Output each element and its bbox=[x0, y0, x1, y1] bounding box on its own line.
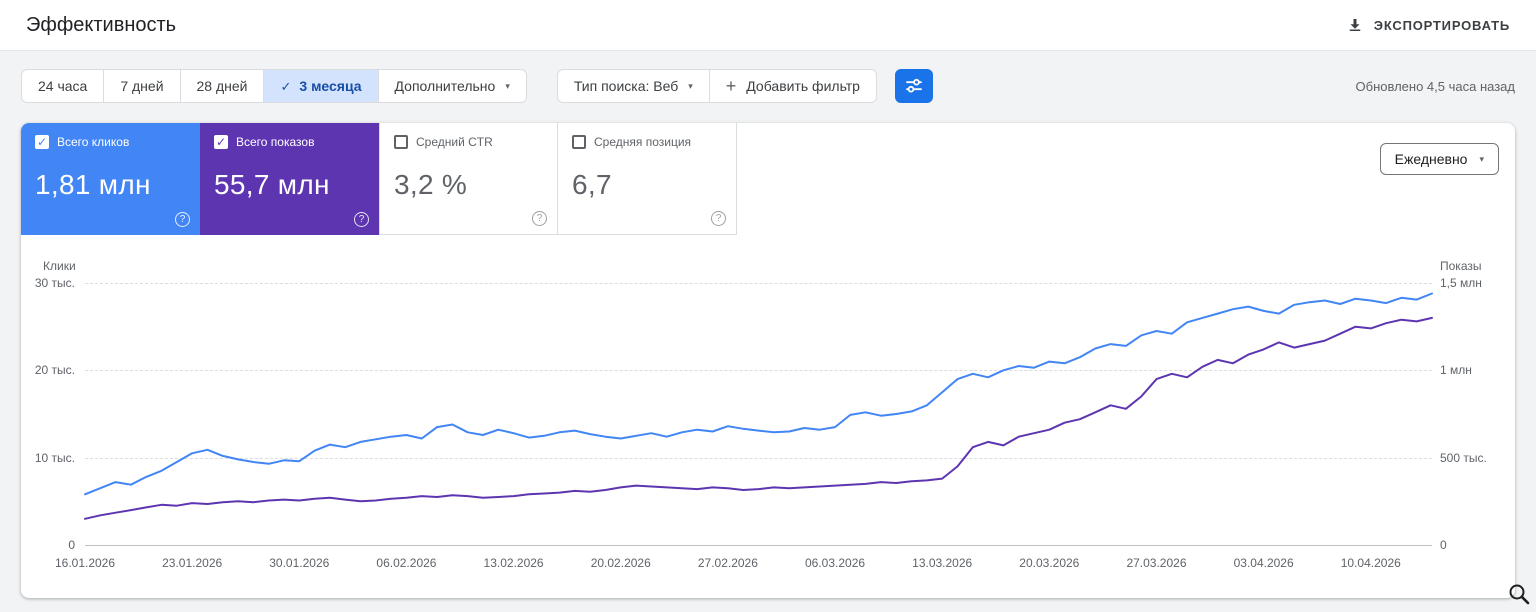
caret-down-icon: ▾ bbox=[1479, 153, 1484, 164]
x-axis-labels: 16.01.2026 23.01.2026 30.01.2026 06.02.2026… bbox=[55, 556, 1432, 572]
right-axis-title: Показы bbox=[1440, 259, 1482, 273]
metric-label: Средний CTR bbox=[416, 135, 493, 149]
metric-label: Всего показов bbox=[236, 135, 315, 149]
page-title: Эффективность bbox=[26, 13, 177, 36]
y-axis-tick: 1 млн bbox=[1440, 363, 1472, 377]
metric-value: 1,81 млн bbox=[35, 169, 151, 200]
x-axis-label: 16.01.2026 bbox=[54, 556, 116, 570]
search-type-dropdown[interactable]: Тип поиска: Веб ▾ bbox=[556, 69, 710, 103]
metric-label: Средняя позиция bbox=[594, 135, 692, 149]
help-icon: ? bbox=[354, 212, 369, 227]
range-28-days-button[interactable]: 28 дней bbox=[180, 69, 265, 103]
x-axis-label: 27.02.2026 bbox=[697, 556, 758, 570]
left-axis-title: Клики bbox=[43, 259, 76, 273]
performance-card: ✓ Всего кликов 1,81 млн ? ✓ Всего показо… bbox=[21, 123, 1515, 598]
add-filter-label: Добавить фильтр bbox=[746, 78, 860, 94]
x-axis-label: 30.01.2026 bbox=[269, 556, 330, 570]
export-label: ЭКСПОРТИРОВАТЬ bbox=[1373, 17, 1510, 33]
gridline bbox=[85, 370, 1432, 371]
filter-chip-group: Тип поиска: Веб ▾ + Добавить фильтр bbox=[556, 69, 877, 103]
filter-settings-button[interactable] bbox=[894, 69, 933, 103]
gridline bbox=[85, 458, 1432, 459]
metric-card-total-clicks[interactable]: ✓ Всего кликов 1,81 млн ? bbox=[21, 123, 200, 235]
gridline bbox=[85, 283, 1432, 284]
granularity-dropdown[interactable]: Ежедневно ▾ bbox=[1379, 143, 1499, 175]
metric-card-total-impressions[interactable]: ✓ Всего показов 55,7 млн ? bbox=[200, 123, 379, 235]
metric-value: 6,7 bbox=[572, 169, 612, 200]
range-24-hours-button[interactable]: 24 часа bbox=[21, 69, 105, 103]
y-axis-tick: 0 bbox=[68, 538, 75, 552]
download-icon bbox=[1349, 19, 1361, 31]
range-7-days-button[interactable]: 7 дней bbox=[104, 69, 181, 103]
y-axis-tick: 1,5 млн bbox=[1440, 276, 1482, 290]
y-axis-tick: 30 тыс. bbox=[34, 276, 75, 290]
metric-value: 3,2 % bbox=[394, 169, 468, 200]
help-icon: ? bbox=[175, 212, 190, 227]
y-axis-tick: 10 тыс. bbox=[34, 451, 75, 465]
x-axis-baseline bbox=[85, 545, 1432, 546]
search-type-label: Тип поиска: Веб bbox=[573, 78, 679, 94]
metric-card-average-ctr[interactable]: Средний CTR 3,2 % ? bbox=[379, 123, 558, 235]
range-label: 28 дней bbox=[196, 78, 248, 94]
x-axis-label: 27.03.2026 bbox=[1126, 556, 1187, 570]
checkbox-icon: ✓ bbox=[35, 135, 49, 149]
metric-label: Всего кликов bbox=[57, 135, 130, 149]
x-axis-label: 06.03.2026 bbox=[805, 556, 866, 570]
updated-status: Обновлено 4,5 часа назад bbox=[1355, 78, 1515, 94]
metric-card-average-position[interactable]: Средняя позиция 6,7 ? bbox=[558, 123, 737, 235]
x-axis-label: 03.04.2026 bbox=[1233, 556, 1294, 570]
series-line-impressions bbox=[84, 316, 1433, 520]
range-3-months-button[interactable]: ✓ 3 месяца bbox=[264, 69, 379, 103]
caret-down-icon: ▾ bbox=[688, 80, 693, 91]
check-icon: ✓ bbox=[280, 78, 292, 94]
range-label: 24 часа bbox=[38, 78, 88, 94]
range-label: 3 месяца bbox=[299, 78, 362, 94]
chart-plot-area[interactable] bbox=[84, 283, 1433, 546]
help-icon: ? bbox=[532, 211, 547, 226]
caret-down-icon: ▾ bbox=[505, 80, 510, 91]
checkbox-icon bbox=[394, 135, 408, 149]
x-axis-label: 20.02.2026 bbox=[590, 556, 651, 570]
tune-icon bbox=[906, 78, 922, 93]
y-axis-tick: 500 тыс. bbox=[1440, 451, 1487, 465]
magnifier-icon[interactable] bbox=[1506, 581, 1532, 612]
plus-icon: + bbox=[725, 76, 737, 96]
checkbox-icon: ✓ bbox=[214, 135, 228, 149]
more-ranges-dropdown[interactable]: Дополнительно ▾ bbox=[378, 69, 527, 103]
x-axis-label: 23.01.2026 bbox=[162, 556, 223, 570]
x-axis-label: 13.02.2026 bbox=[483, 556, 544, 570]
x-axis-label: 06.02.2026 bbox=[376, 556, 437, 570]
series-line-clicks bbox=[84, 292, 1433, 496]
x-axis-label: 13.03.2026 bbox=[912, 556, 973, 570]
filter-toolbar: 24 часа 7 дней 28 дней ✓ 3 месяца Дополн… bbox=[21, 69, 1515, 103]
y-axis-tick: 0 bbox=[1440, 538, 1447, 552]
line-chart bbox=[84, 292, 1433, 520]
x-axis-label: 10.04.2026 bbox=[1340, 556, 1401, 570]
metric-value: 55,7 млн bbox=[214, 169, 330, 200]
help-icon: ? bbox=[711, 211, 726, 226]
metrics-row: ✓ Всего кликов 1,81 млн ? ✓ Всего показо… bbox=[21, 123, 1515, 235]
page-header: Эффективность ЭКСПОРТИРОВАТЬ bbox=[0, 0, 1536, 51]
more-label: Дополнительно bbox=[394, 78, 496, 94]
export-button[interactable]: ЭКСПОРТИРОВАТЬ bbox=[1346, 16, 1510, 34]
checkbox-icon bbox=[572, 135, 586, 149]
add-filter-button[interactable]: + Добавить фильтр bbox=[709, 69, 877, 103]
x-axis-label: 20.03.2026 bbox=[1019, 556, 1080, 570]
range-label: 7 дней bbox=[120, 78, 164, 94]
date-range-group: 24 часа 7 дней 28 дней ✓ 3 месяца Дополн… bbox=[21, 69, 527, 103]
y-axis-tick: 20 тыс. bbox=[34, 363, 75, 377]
granularity-label: Ежедневно bbox=[1394, 151, 1468, 167]
